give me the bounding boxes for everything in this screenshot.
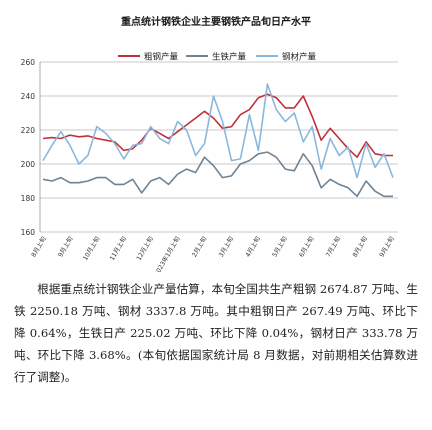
x-tick-label: 8月上旬 bbox=[351, 235, 369, 258]
x-tick-label: 9月上旬 bbox=[56, 235, 74, 258]
y-tick-label: 180 bbox=[21, 194, 36, 203]
series-line-3 bbox=[42, 83, 394, 179]
x-tick-label: 3月上旬 bbox=[217, 235, 235, 258]
y-tick-label: 260 bbox=[21, 58, 36, 67]
x-tick-label: 10月上旬 bbox=[81, 235, 101, 262]
legend-label-3: 钢材产量 bbox=[282, 52, 317, 63]
report-caption: 根据重点统计钢铁企业产量估算，本旬全国共生产粗钢 2674.87 万吨、生铁 2… bbox=[14, 282, 418, 384]
y-tick-label: 200 bbox=[21, 160, 36, 169]
x-tick-label: 5月上旬 bbox=[270, 235, 288, 258]
series-line-1 bbox=[42, 93, 393, 158]
chart-title: 重点统计钢铁企业主要钢铁产品旬日产水平 bbox=[121, 17, 311, 28]
x-tick-label: 9月上旬 bbox=[378, 235, 396, 258]
y-tick-label: 160 bbox=[21, 228, 36, 237]
x-tick-label: 6月上旬 bbox=[297, 235, 315, 258]
x-tick-label: 2023年1月上旬 bbox=[152, 235, 181, 272]
y-tick-label: 220 bbox=[21, 126, 36, 135]
x-tick-label: 8月上旬 bbox=[30, 235, 48, 258]
x-tick-label: 11月上旬 bbox=[108, 235, 128, 262]
series-line-2 bbox=[42, 151, 393, 198]
x-tick-label: 4月上旬 bbox=[244, 235, 262, 258]
x-tick-label: 2月上旬 bbox=[190, 235, 208, 258]
legend-label-1: 粗钢产量 bbox=[144, 52, 179, 63]
x-tick-label: 7月上旬 bbox=[324, 235, 342, 258]
y-tick-label: 240 bbox=[21, 92, 36, 101]
legend-label-2: 生铁产量 bbox=[212, 52, 247, 63]
x-tick-label: 12月上旬 bbox=[135, 235, 155, 262]
line-chart: 160 180 200 220 240 260 粗钢产量 生铁产量 钢材产量 8月上旬 9月上旬… bbox=[21, 52, 398, 272]
